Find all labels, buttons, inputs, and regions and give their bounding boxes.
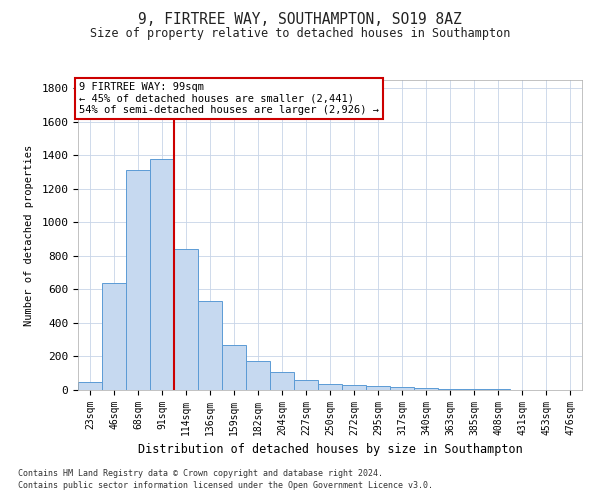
Bar xyxy=(150,159,174,390)
Text: 9, FIRTREE WAY, SOUTHAMPTON, SO19 8AZ: 9, FIRTREE WAY, SOUTHAMPTON, SO19 8AZ xyxy=(138,12,462,28)
Bar xyxy=(414,388,438,390)
Bar xyxy=(342,385,366,390)
Text: Contains HM Land Registry data © Crown copyright and database right 2024.: Contains HM Land Registry data © Crown c… xyxy=(18,468,383,477)
X-axis label: Distribution of detached houses by size in Southampton: Distribution of detached houses by size … xyxy=(137,444,523,456)
Bar xyxy=(198,301,222,390)
Bar xyxy=(366,386,390,390)
Bar xyxy=(78,382,102,390)
Bar xyxy=(390,386,414,390)
Bar xyxy=(174,249,198,390)
Bar xyxy=(294,380,318,390)
Bar xyxy=(126,170,150,390)
Bar xyxy=(462,389,486,390)
Bar xyxy=(102,283,126,390)
Text: Contains public sector information licensed under the Open Government Licence v3: Contains public sector information licen… xyxy=(18,481,433,490)
Bar xyxy=(222,345,246,390)
Y-axis label: Number of detached properties: Number of detached properties xyxy=(25,144,34,326)
Bar xyxy=(246,360,270,390)
Bar xyxy=(270,372,294,390)
Bar xyxy=(438,389,462,390)
Bar xyxy=(318,384,342,390)
Text: Size of property relative to detached houses in Southampton: Size of property relative to detached ho… xyxy=(90,28,510,40)
Text: 9 FIRTREE WAY: 99sqm
← 45% of detached houses are smaller (2,441)
54% of semi-de: 9 FIRTREE WAY: 99sqm ← 45% of detached h… xyxy=(79,82,379,115)
